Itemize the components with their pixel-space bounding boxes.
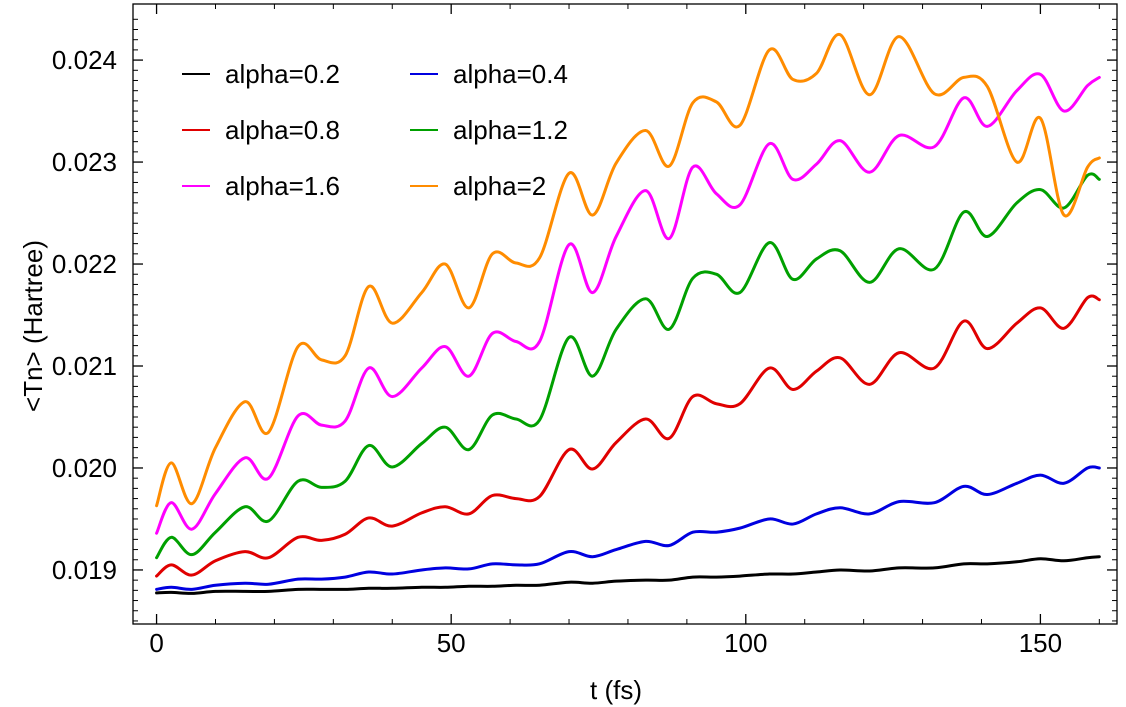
legend-entry: alpha=1.2: [410, 115, 568, 145]
series-line-2: [155, 465, 1101, 591]
series-line-6: [155, 33, 1101, 508]
x-tick-label: 150: [1019, 628, 1062, 658]
series-line-4: [155, 172, 1101, 560]
x-tick-label: 0: [149, 628, 163, 658]
series-line-3: [155, 294, 1101, 578]
y-axis-title: <Tn> (Hartree): [18, 240, 48, 412]
legend-label: alpha=0.2: [225, 59, 340, 89]
legend-label: alpha=0.4: [453, 59, 568, 89]
legend-label: alpha=2: [453, 171, 546, 201]
legend-entry: alpha=0.8: [182, 115, 340, 145]
legend-entry: alpha=0.2: [182, 59, 340, 89]
series-line-5: [155, 72, 1101, 535]
y-tick-label: 0.024: [52, 45, 117, 75]
legend-entry: alpha=2: [410, 171, 546, 201]
legend: alpha=0.2 alpha=0.4 alpha=0.8 alpha=1.2 alph…: [182, 59, 568, 201]
legend-entry: alpha=0.4: [410, 59, 568, 89]
y-tick-label: 0.022: [52, 249, 117, 279]
y-tick-label: 0.020: [52, 453, 117, 483]
y-tick-label: 0.021: [52, 351, 117, 381]
legend-entry: alpha=1.6: [182, 171, 340, 201]
plot-border: [132, 3, 1118, 625]
y-tick-label: 0.023: [52, 147, 117, 177]
series-line-1: [155, 555, 1101, 595]
plot-frame: [132, 3, 1118, 625]
x-tick-label: 100: [724, 628, 767, 658]
x-axis-title: t (fs): [590, 675, 642, 705]
axis-ticks: 0 50 100 150 0.019 0.020 0.021 0.022 0.023 0.024: [52, 4, 1117, 658]
legend-label: alpha=0.8: [225, 115, 340, 145]
legend-label: alpha=1.2: [453, 115, 568, 145]
y-tick-label: 0.019: [52, 555, 117, 585]
series-lines: [155, 33, 1101, 595]
legend-label: alpha=1.6: [225, 171, 340, 201]
x-tick-label: 50: [437, 628, 466, 658]
